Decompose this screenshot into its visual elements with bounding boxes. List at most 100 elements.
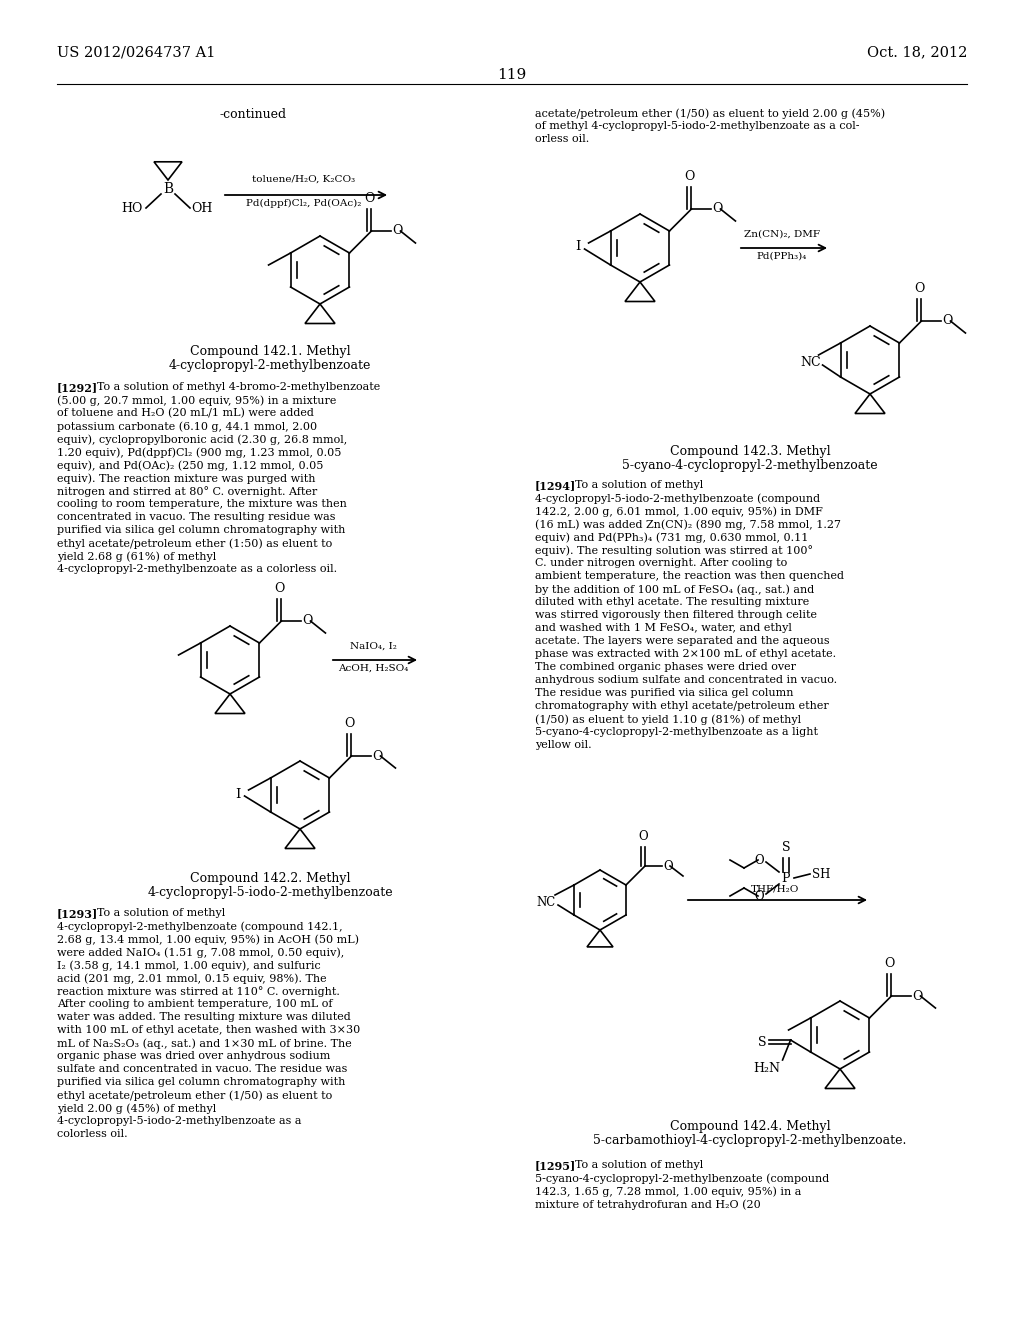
Text: purified via silica gel column chromatography with: purified via silica gel column chromatog… [57,1077,345,1086]
Text: After cooling to ambient temperature, 100 mL of: After cooling to ambient temperature, 10… [57,999,333,1008]
Text: -continued: -continued [220,108,287,121]
Text: I₂ (3.58 g, 14.1 mmol, 1.00 equiv), and sulfuric: I₂ (3.58 g, 14.1 mmol, 1.00 equiv), and … [57,960,321,970]
Text: cooling to room temperature, the mixture was then: cooling to room temperature, the mixture… [57,499,347,510]
Text: ethyl acetate/petroleum ether (1/50) as eluent to: ethyl acetate/petroleum ether (1/50) as … [57,1090,332,1101]
Text: THF/H₂O: THF/H₂O [751,884,799,894]
Text: 142.3, 1.65 g, 7.28 mmol, 1.00 equiv, 95%) in a: 142.3, 1.65 g, 7.28 mmol, 1.00 equiv, 95… [535,1185,802,1196]
Text: 142.2, 2.00 g, 6.01 mmol, 1.00 equiv, 95%) in DMF: 142.2, 2.00 g, 6.01 mmol, 1.00 equiv, 95… [535,506,823,516]
Text: 2.68 g, 13.4 mmol, 1.00 equiv, 95%) in AcOH (50 mL): 2.68 g, 13.4 mmol, 1.00 equiv, 95%) in A… [57,935,359,945]
Text: O: O [365,191,375,205]
Text: P: P [781,871,791,884]
Text: [1293]: [1293] [57,908,98,919]
Text: OH: OH [191,202,212,214]
Text: O: O [755,854,764,866]
Text: S: S [781,841,791,854]
Text: AcOH, H₂SO₄: AcOH, H₂SO₄ [338,664,409,673]
Text: B: B [163,182,173,195]
Text: diluted with ethyl acetate. The resulting mixture: diluted with ethyl acetate. The resultin… [535,597,809,607]
Text: O: O [755,890,764,903]
Text: concentrated in vacuo. The resulting residue was: concentrated in vacuo. The resulting res… [57,512,336,521]
Text: 5-carbamothioyl-4-cyclopropyl-2-methylbenzoate.: 5-carbamothioyl-4-cyclopropyl-2-methylbe… [593,1134,906,1147]
Text: To a solution of methyl: To a solution of methyl [575,480,703,490]
Text: (5.00 g, 20.7 mmol, 1.00 equiv, 95%) in a mixture: (5.00 g, 20.7 mmol, 1.00 equiv, 95%) in … [57,395,336,405]
Text: equiv). The resulting solution was stirred at 100°: equiv). The resulting solution was stirr… [535,545,813,556]
Text: was stirred vigorously then filtered through celite: was stirred vigorously then filtered thr… [535,610,817,620]
Text: acetate/petroleum ether (1/50) as eluent to yield 2.00 g (45%): acetate/petroleum ether (1/50) as eluent… [535,108,885,119]
Text: Pd(PPh₃)₄: Pd(PPh₃)₄ [757,252,807,261]
Text: colorless oil.: colorless oil. [57,1129,128,1139]
Text: The combined organic phases were dried over: The combined organic phases were dried o… [535,663,796,672]
Text: 5-cyano-4-cyclopropyl-2-methylbenzoate: 5-cyano-4-cyclopropyl-2-methylbenzoate [623,459,878,473]
Text: with 100 mL of ethyl acetate, then washed with 3×30: with 100 mL of ethyl acetate, then washe… [57,1026,360,1035]
Text: O: O [663,859,673,873]
Text: 4-cyclopropyl-2-methylbenzoate (compound 142.1,: 4-cyclopropyl-2-methylbenzoate (compound… [57,921,343,932]
Text: mixture of tetrahydrofuran and H₂O (20: mixture of tetrahydrofuran and H₂O (20 [535,1199,761,1209]
Text: Oct. 18, 2012: Oct. 18, 2012 [866,45,967,59]
Text: O: O [885,957,895,970]
Text: S: S [758,1035,767,1048]
Text: O: O [942,314,952,327]
Text: mL of Na₂S₂O₃ (aq., sat.) and 1×30 mL of brine. The: mL of Na₂S₂O₃ (aq., sat.) and 1×30 mL of… [57,1038,352,1048]
Text: O: O [344,717,354,730]
Text: O: O [914,282,925,294]
Text: (1/50) as eluent to yield 1.10 g (81%) of methyl: (1/50) as eluent to yield 1.10 g (81%) o… [535,714,801,725]
Text: acetate. The layers were separated and the aqueous: acetate. The layers were separated and t… [535,636,829,645]
Text: HO: HO [122,202,143,214]
Text: O: O [912,990,923,1002]
Text: H₂N: H₂N [754,1063,780,1074]
Text: Zn(CN)₂, DMF: Zn(CN)₂, DMF [744,230,820,239]
Text: Pd(dppf)Cl₂, Pd(OAc)₂: Pd(dppf)Cl₂, Pd(OAc)₂ [247,199,361,209]
Text: reaction mixture was stirred at 110° C. overnight.: reaction mixture was stirred at 110° C. … [57,986,340,997]
Text: O: O [302,615,312,627]
Text: [1294]: [1294] [535,480,577,491]
Text: 4-cyclopropyl-5-iodo-2-methylbenzoate: 4-cyclopropyl-5-iodo-2-methylbenzoate [147,886,393,899]
Text: O: O [373,750,383,763]
Text: Compound 142.4. Methyl: Compound 142.4. Methyl [670,1119,830,1133]
Text: anhydrous sodium sulfate and concentrated in vacuo.: anhydrous sodium sulfate and concentrate… [535,675,838,685]
Text: phase was extracted with 2×100 mL of ethyl acetate.: phase was extracted with 2×100 mL of eth… [535,649,837,659]
Text: (16 mL) was added Zn(CN)₂ (890 mg, 7.58 mmol, 1.27: (16 mL) was added Zn(CN)₂ (890 mg, 7.58 … [535,519,841,529]
Text: nitrogen and stirred at 80° C. overnight. After: nitrogen and stirred at 80° C. overnight… [57,486,317,496]
Text: sulfate and concentrated in vacuo. The residue was: sulfate and concentrated in vacuo. The r… [57,1064,347,1074]
Text: 5-cyano-4-cyclopropyl-2-methylbenzoate as a light: 5-cyano-4-cyclopropyl-2-methylbenzoate a… [535,727,818,737]
Text: Compound 142.2. Methyl: Compound 142.2. Methyl [189,873,350,884]
Text: of methyl 4-cyclopropyl-5-iodo-2-methylbenzoate as a col-: of methyl 4-cyclopropyl-5-iodo-2-methylb… [535,121,859,131]
Text: toluene/H₂O, K₂CO₃: toluene/H₂O, K₂CO₃ [253,176,355,183]
Text: 1.20 equiv), Pd(dppf)Cl₂ (900 mg, 1.23 mmol, 0.05: 1.20 equiv), Pd(dppf)Cl₂ (900 mg, 1.23 m… [57,447,341,458]
Text: SH: SH [812,867,830,880]
Text: 4-cyclopropyl-2-methylbenzoate as a colorless oil.: 4-cyclopropyl-2-methylbenzoate as a colo… [57,564,337,574]
Text: and washed with 1 M FeSO₄, water, and ethyl: and washed with 1 M FeSO₄, water, and et… [535,623,792,634]
Text: I: I [236,788,241,800]
Text: O: O [713,202,723,215]
Text: [1292]: [1292] [57,381,98,393]
Text: equiv) and Pd(PPh₃)₄ (731 mg, 0.630 mmol, 0.11: equiv) and Pd(PPh₃)₄ (731 mg, 0.630 mmol… [535,532,808,543]
Text: ethyl acetate/petroleum ether (1:50) as eluent to: ethyl acetate/petroleum ether (1:50) as … [57,539,332,549]
Text: 5-cyano-4-cyclopropyl-2-methylbenzoate (compound: 5-cyano-4-cyclopropyl-2-methylbenzoate (… [535,1173,829,1184]
Text: ambient temperature, the reaction was then quenched: ambient temperature, the reaction was th… [535,572,844,581]
Text: Compound 142.3. Methyl: Compound 142.3. Methyl [670,445,830,458]
Text: yield 2.68 g (61%) of methyl: yield 2.68 g (61%) of methyl [57,550,216,561]
Text: To a solution of methyl 4-bromo-2-methylbenzoate: To a solution of methyl 4-bromo-2-methyl… [97,381,380,392]
Text: potassium carbonate (6.10 g, 44.1 mmol, 2.00: potassium carbonate (6.10 g, 44.1 mmol, … [57,421,317,432]
Text: by the addition of 100 mL of FeSO₄ (aq., sat.) and: by the addition of 100 mL of FeSO₄ (aq.,… [535,583,814,594]
Text: The residue was purified via silica gel column: The residue was purified via silica gel … [535,688,794,698]
Text: equiv), cyclopropylboronic acid (2.30 g, 26.8 mmol,: equiv), cyclopropylboronic acid (2.30 g,… [57,434,347,445]
Text: yellow oil.: yellow oil. [535,741,592,750]
Text: equiv), and Pd(OAc)₂ (250 mg, 1.12 mmol, 0.05: equiv), and Pd(OAc)₂ (250 mg, 1.12 mmol,… [57,459,324,470]
Text: were added NaIO₄ (1.51 g, 7.08 mmol, 0.50 equiv),: were added NaIO₄ (1.51 g, 7.08 mmol, 0.5… [57,946,344,957]
Text: To a solution of methyl: To a solution of methyl [97,908,225,917]
Text: NC: NC [800,356,820,370]
Text: chromatography with ethyl acetate/petroleum ether: chromatography with ethyl acetate/petrol… [535,701,828,711]
Text: O: O [638,830,648,843]
Text: acid (201 mg, 2.01 mmol, 0.15 equiv, 98%). The: acid (201 mg, 2.01 mmol, 0.15 equiv, 98%… [57,973,327,983]
Text: Compound 142.1. Methyl: Compound 142.1. Methyl [189,345,350,358]
Text: 4-cyclopropyl-5-iodo-2-methylbenzoate (compound: 4-cyclopropyl-5-iodo-2-methylbenzoate (c… [535,492,820,503]
Text: O: O [684,170,694,183]
Text: purified via silica gel column chromatography with: purified via silica gel column chromatog… [57,525,345,535]
Text: O: O [392,224,402,238]
Text: equiv). The reaction mixture was purged with: equiv). The reaction mixture was purged … [57,473,315,483]
Text: 4-cyclopropyl-2-methylbenzoate: 4-cyclopropyl-2-methylbenzoate [169,359,371,372]
Text: NC: NC [537,896,556,909]
Text: water was added. The resulting mixture was diluted: water was added. The resulting mixture w… [57,1012,351,1022]
Text: yield 2.00 g (45%) of methyl: yield 2.00 g (45%) of methyl [57,1104,216,1114]
